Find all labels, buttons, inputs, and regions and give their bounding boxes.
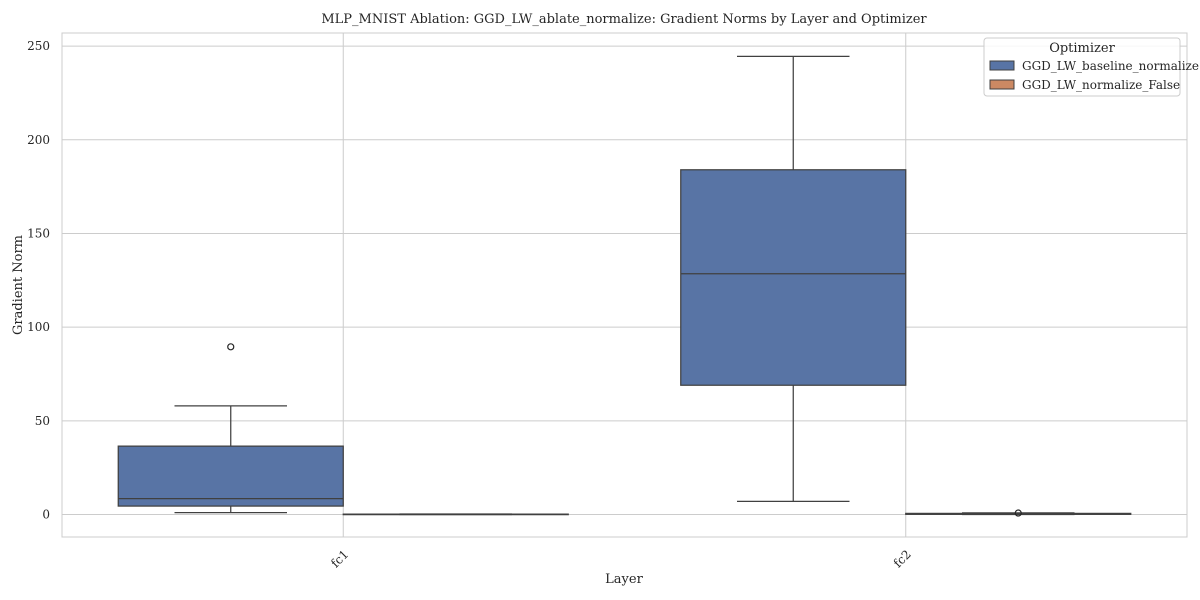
box-body [117,445,344,507]
box-fc2-0 [680,55,907,503]
y-axis-label: Gradient Norm [11,235,26,335]
legend-label: GGD_LW_baseline_normalize [1022,59,1199,73]
legend-frame [983,37,1181,97]
box-fc1-1 [342,513,569,516]
box-body [680,169,907,386]
y-tick-label: 100 [27,320,50,334]
box-fc2-1 [905,509,1132,517]
legend-title: Optimizer [1049,41,1115,56]
box-fc1-0 [117,343,344,514]
y-tick-label: 50 [35,414,50,428]
outlier-point [227,343,235,351]
legend: Optimizer GGD_LW_baseline_normalize GGD_L… [983,37,1199,97]
chart-title: MLP_MNIST Ablation: GGD_LW_ablate_normal… [321,12,927,27]
plot-frame [61,32,1188,538]
y-axis: 0 50 100 150 200 250 [27,39,50,521]
outlier-point [1014,509,1022,517]
y-tick-label: 150 [27,226,50,240]
y-tick-label: 200 [27,133,50,147]
legend-swatch [989,79,1015,90]
legend-label: GGD_LW_normalize_False [1022,78,1180,92]
x-axis-label: Layer [605,572,643,587]
y-tick-label: 250 [27,39,50,53]
y-tick-label: 0 [42,508,50,522]
legend-swatch [989,60,1015,71]
boxes [117,55,1132,517]
